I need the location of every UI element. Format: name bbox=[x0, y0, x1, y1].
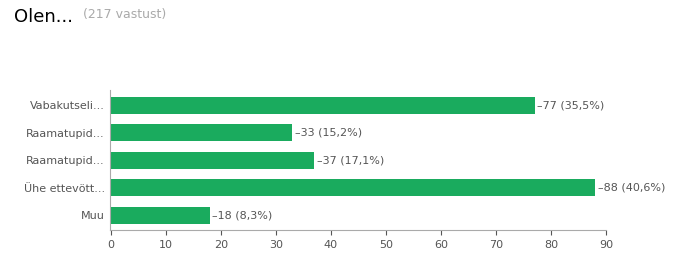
Text: –77 (35,5%): –77 (35,5%) bbox=[537, 101, 605, 111]
Text: Olen...: Olen... bbox=[14, 8, 73, 26]
Text: –88 (40,6%): –88 (40,6%) bbox=[598, 183, 666, 193]
Text: (217 vastust): (217 vastust) bbox=[83, 8, 166, 21]
Bar bbox=[110, 152, 314, 169]
Text: –18 (8,3%): –18 (8,3%) bbox=[212, 210, 273, 220]
Bar bbox=[110, 124, 292, 141]
Bar bbox=[110, 207, 209, 224]
Text: –37 (17,1%): –37 (17,1%) bbox=[317, 155, 384, 165]
Text: –33 (15,2%): –33 (15,2%) bbox=[295, 128, 362, 138]
Bar bbox=[110, 179, 595, 196]
Bar bbox=[110, 97, 535, 114]
